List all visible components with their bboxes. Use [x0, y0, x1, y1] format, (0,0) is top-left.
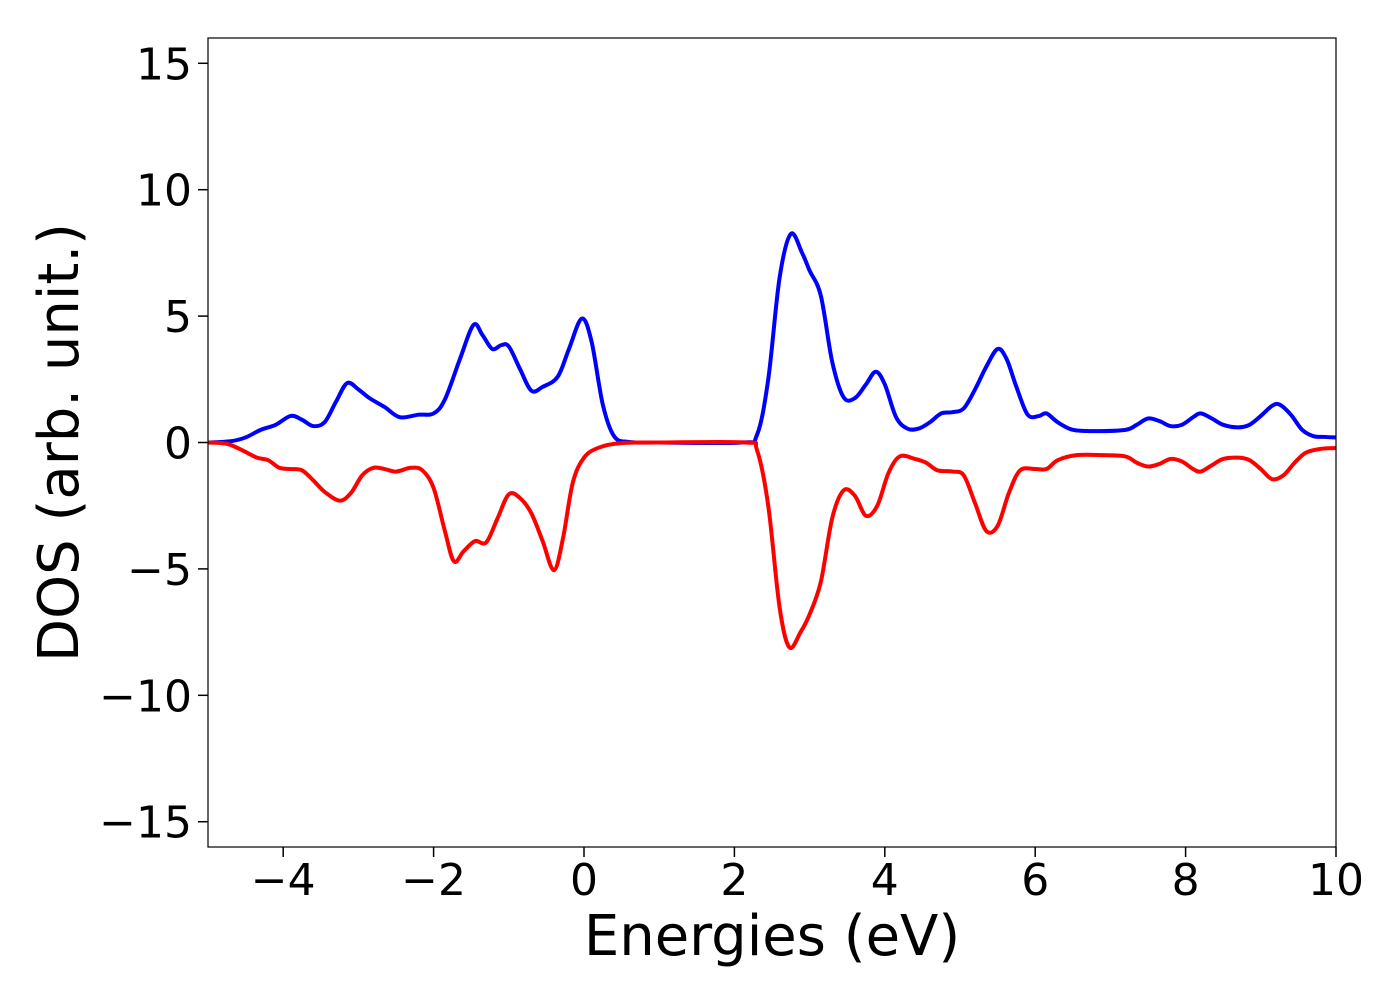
y-tick-label: 10 [136, 166, 192, 217]
x-tick-label: 4 [871, 855, 899, 906]
dos-up-line [207, 231, 1337, 446]
y-tick-label: 0 [164, 419, 192, 470]
plot-area [207, 37, 1337, 848]
y-tick-label: −10 [99, 671, 192, 722]
x-tick-label: −4 [251, 855, 316, 906]
x-tick-label: 2 [720, 855, 748, 906]
y-axis-ticks: 15 10 5 0 −5 −10 −15 [99, 39, 208, 849]
x-tick-label: 6 [1021, 855, 1049, 906]
y-axis-label: DOS (arb. unit.) [27, 223, 92, 662]
series-layer [207, 231, 1337, 651]
x-tick-label: 0 [570, 855, 598, 906]
dos-down-line [207, 439, 1337, 651]
y-tick-label: 15 [136, 39, 192, 90]
x-tick-label: −2 [401, 855, 466, 906]
x-axis-label: Energies (eV) [584, 904, 960, 969]
y-tick-label: −15 [99, 798, 192, 849]
y-tick-label: 5 [164, 292, 192, 343]
plot-frame [207, 37, 1337, 848]
x-tick-label: 10 [1308, 855, 1364, 906]
x-axis-ticks: −4 −2 0 2 4 6 8 10 [251, 847, 1364, 906]
y-tick-label: −5 [127, 545, 192, 596]
x-tick-label: 8 [1172, 855, 1200, 906]
